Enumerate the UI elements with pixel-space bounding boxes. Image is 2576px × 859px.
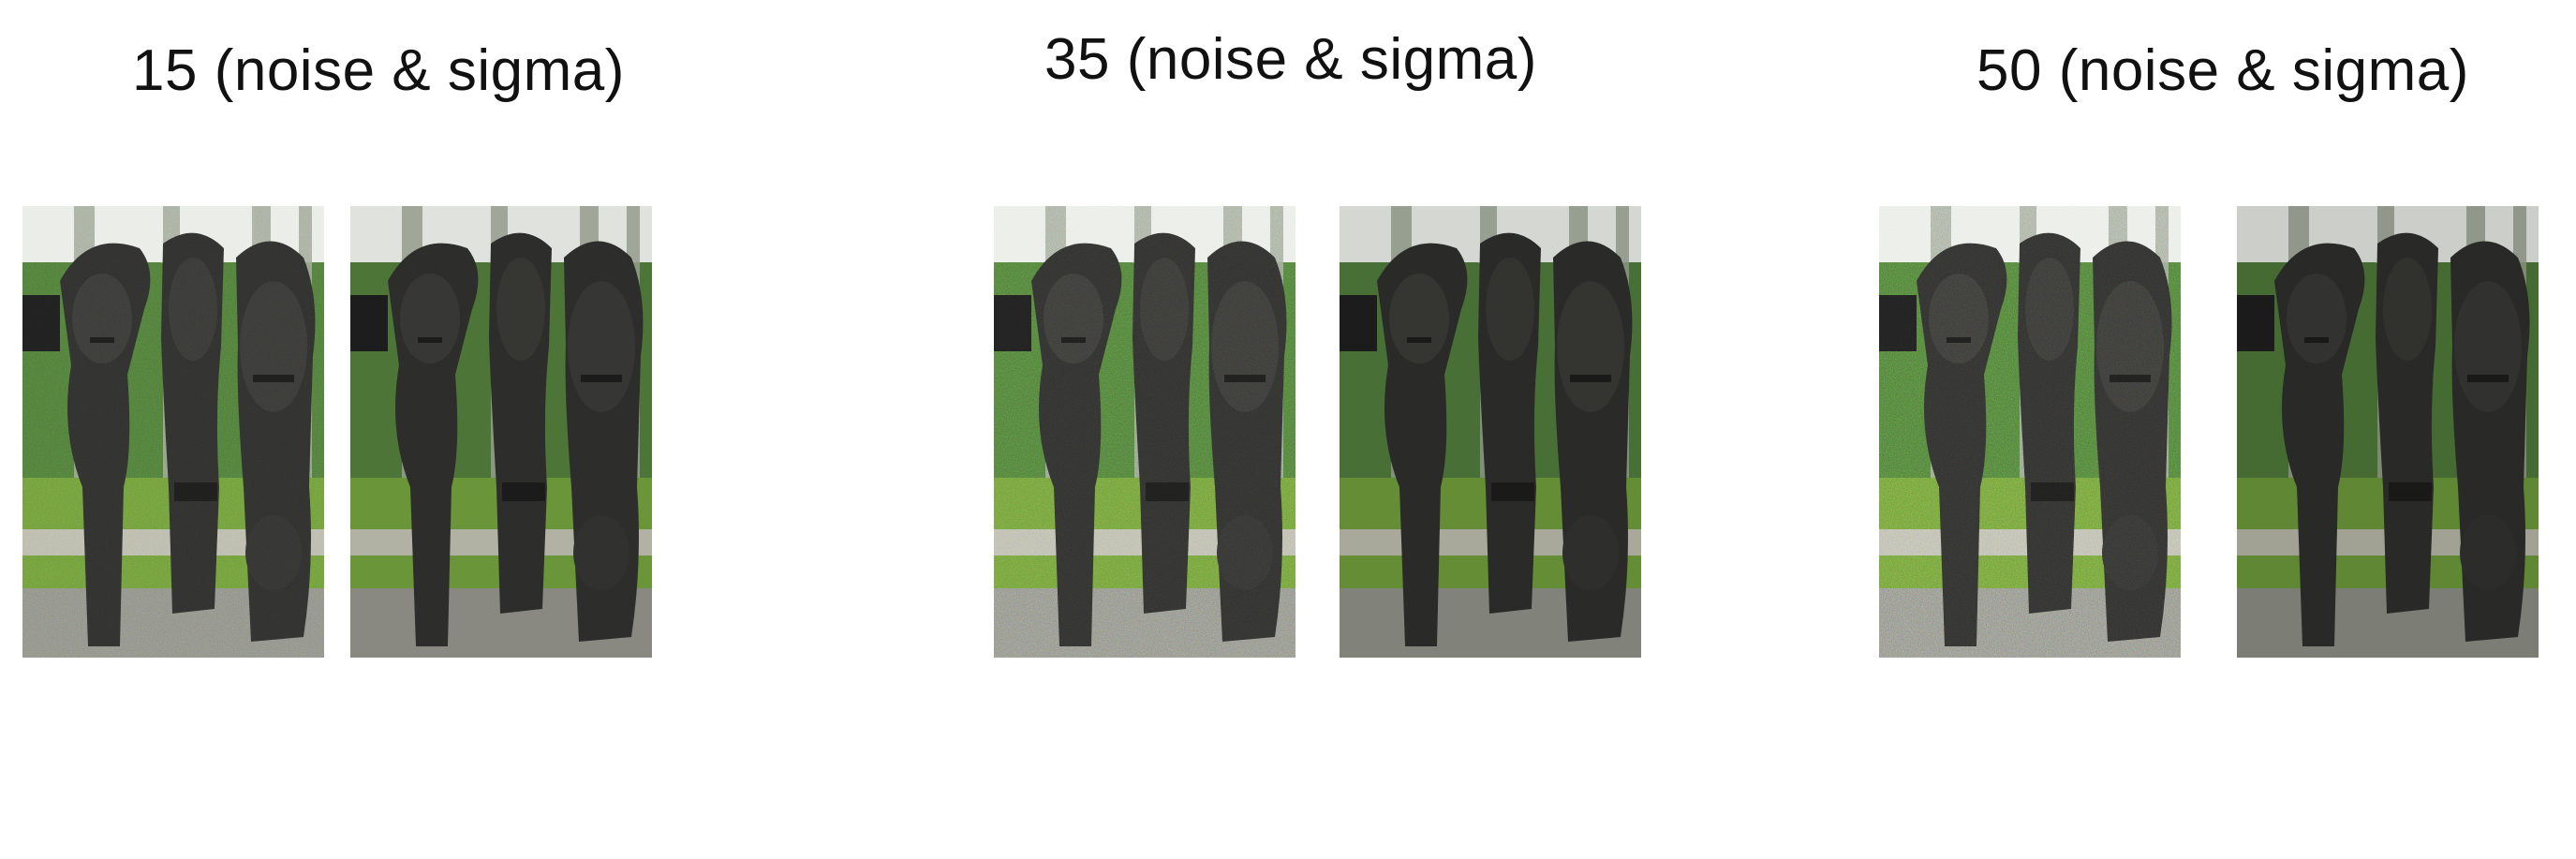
photo-noisy-35 — [994, 206, 1295, 658]
photo-noisy-50 — [1879, 206, 2181, 658]
group-title-50: 50 (noise & sigma) — [1976, 38, 2469, 103]
photo-noisy-15 — [22, 206, 324, 658]
photo-denoised-15 — [350, 206, 652, 658]
group-title-35: 35 (noise & sigma) — [1044, 27, 1537, 92]
group-title-15: 15 (noise & sigma) — [132, 38, 625, 103]
photo-denoised-50 — [2237, 206, 2539, 658]
photo-denoised-35 — [1340, 206, 1641, 658]
